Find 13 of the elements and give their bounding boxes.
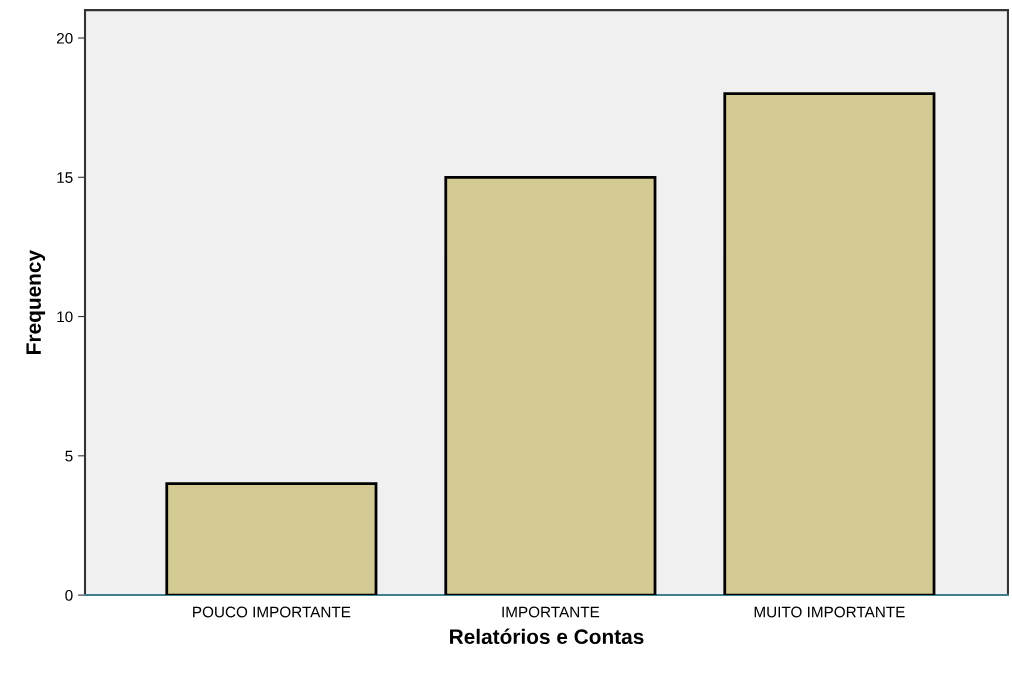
y-tick-label: 0 xyxy=(65,589,73,601)
x-tick-label: POUCO IMPORTANTE xyxy=(193,606,351,618)
x-tick-label: IMPORTANTE xyxy=(502,606,600,618)
bar xyxy=(723,92,936,596)
bar xyxy=(444,175,657,596)
y-tick-label: 10 xyxy=(57,311,73,323)
y-tick-label: 15 xyxy=(57,172,73,183)
y-tick-label: 20 xyxy=(56,32,73,44)
x-axis-title: Relatórios e Contas xyxy=(450,628,644,645)
y-tick-label: 5 xyxy=(65,450,73,462)
x-tick-label: MUITO IMPORTANTE xyxy=(754,606,905,618)
bar xyxy=(165,482,378,596)
y-axis-title: Frequency xyxy=(26,250,46,354)
